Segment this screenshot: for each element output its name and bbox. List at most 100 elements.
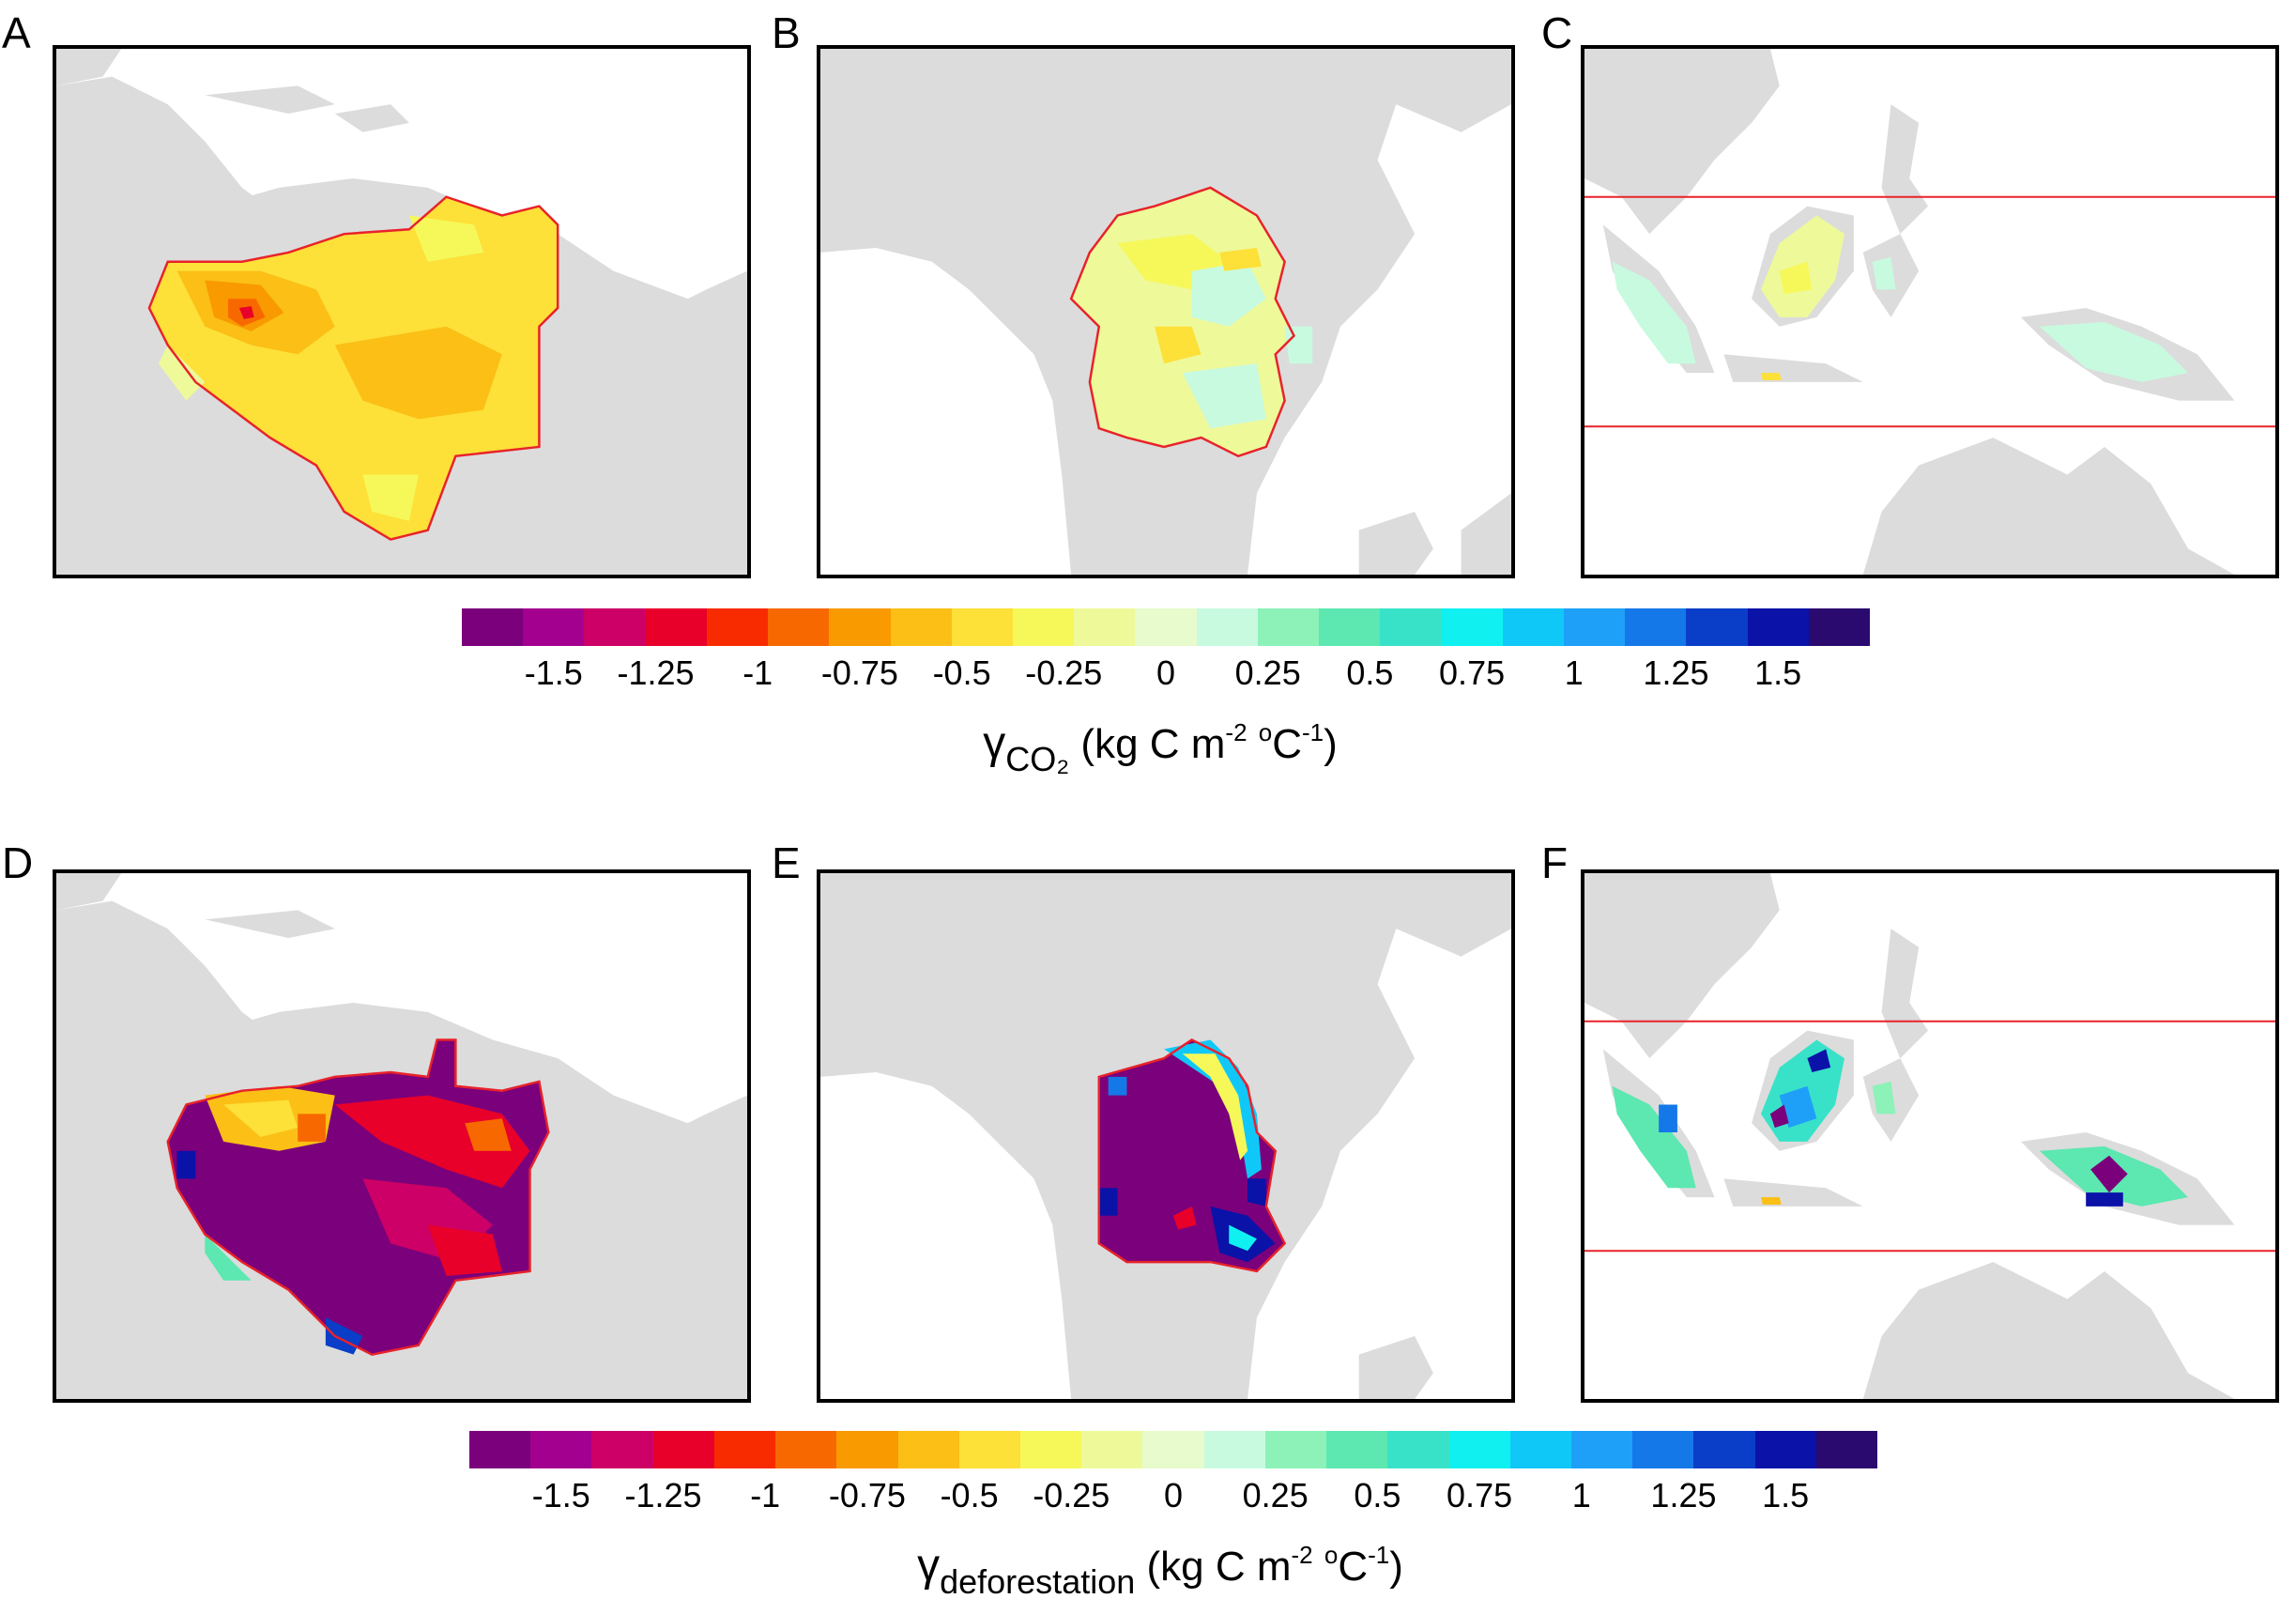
colorbar-swatch — [1502, 608, 1564, 646]
gamma-symbol: γ — [917, 1541, 941, 1591]
colorbar-swatch — [951, 608, 1013, 646]
colorbar-swatch — [1754, 1431, 1816, 1468]
colorbar-swatch — [530, 1431, 592, 1468]
colorbar-swatch — [890, 608, 952, 646]
colorbar-swatch — [1135, 608, 1197, 646]
colorbar-swatch — [591, 1431, 653, 1468]
colorbar-swatch — [1509, 1431, 1571, 1468]
colorbar-swatch — [584, 608, 646, 646]
colorbar-swatch — [1319, 608, 1381, 646]
subscript-deforestation: deforestation — [940, 1562, 1136, 1601]
sea-gamma-field — [1612, 215, 2189, 382]
colorbar-swatch — [1570, 1431, 1633, 1468]
colorbar-tick-label: -0.75 — [820, 653, 898, 692]
colorbar-swatch — [1563, 608, 1626, 646]
colorbar-tick-label: 1.5 — [1762, 1476, 1810, 1514]
colorbar-tick-label: 0.25 — [1234, 653, 1301, 692]
colorbar-swatch — [1074, 608, 1136, 646]
units-space — [1247, 721, 1259, 767]
colorbar-tick-label: 1 — [1571, 1476, 1591, 1514]
colorbar-tick-label: -1.5 — [524, 653, 583, 692]
colorbar-tick-label: -0.5 — [940, 1476, 999, 1514]
colorbar-swatch — [523, 608, 585, 646]
colorbar-swatch — [1257, 608, 1320, 646]
colorbar-swatch — [469, 1431, 531, 1468]
colorbar-swatch — [775, 1431, 837, 1468]
colorbar-swatch — [1815, 1431, 1878, 1468]
colorbar-swatch — [1632, 1431, 1694, 1468]
colorbar-tick-label: 1 — [1564, 653, 1584, 692]
subscript-co2: CO₂ — [1005, 740, 1070, 778]
land-mass — [1584, 49, 2235, 575]
units-exponent: -2 — [1291, 1541, 1313, 1569]
colorbar-swatch — [768, 608, 830, 646]
colorbar-swatch — [1203, 1431, 1265, 1468]
panel-label-f: F — [1541, 838, 1569, 887]
colorbar-tick-label: 1.5 — [1754, 653, 1802, 692]
degree-mark: o — [1258, 718, 1273, 746]
colorbar-top-title: γCO₂ (kg C m-2 oC-1) — [983, 717, 1338, 779]
colorbar-swatch — [958, 1431, 1020, 1468]
colorbar-tick-label: -1 — [750, 1476, 781, 1514]
colorbar-swatch — [1264, 1431, 1327, 1468]
gamma-symbol: γ — [983, 718, 1006, 768]
colorbar-tick-label: 0 — [1163, 1476, 1184, 1514]
colorbar-swatch — [1441, 608, 1503, 646]
colorbar-tick-label: -1.25 — [617, 653, 695, 692]
colorbar-top — [462, 608, 1871, 646]
colorbar-swatch — [652, 1431, 714, 1468]
panel-label-d: D — [2, 838, 34, 887]
colorbar-tick-label: -0.25 — [1025, 653, 1103, 692]
colorbar-swatch — [1686, 608, 1748, 646]
colorbar-tick-label: -1 — [742, 653, 773, 692]
units-space — [1313, 1544, 1324, 1590]
colorbar-swatch — [462, 608, 524, 646]
map-southeast-asia-co2 — [1581, 45, 2279, 578]
congo-gamma-field — [1069, 186, 1313, 458]
colorbar-swatch — [829, 608, 891, 646]
sea-deforestation-field — [1612, 1039, 2189, 1207]
units-exponent: -2 — [1225, 718, 1247, 746]
colorbar-tick-label: 0.5 — [1346, 653, 1394, 692]
colorbar-bottom-title: γdeforestation (kg C m-2 oC-1) — [917, 1540, 1403, 1602]
colorbar-swatch — [1448, 1431, 1510, 1468]
colorbar-tick-label: 1.25 — [1650, 1476, 1717, 1514]
units-celsius: C — [1272, 721, 1303, 767]
colorbar-swatch — [1326, 1431, 1388, 1468]
colorbar-swatch — [713, 1431, 776, 1468]
colorbar-swatch — [1019, 1431, 1082, 1468]
colorbar-bottom — [469, 1431, 1878, 1468]
units-close: ) — [1389, 1544, 1403, 1590]
colorbar-tick-label: -0.75 — [828, 1476, 906, 1514]
colorbar-tick-label: 0 — [1156, 653, 1176, 692]
units-celsius: C — [1338, 1544, 1369, 1590]
colorbar-swatch — [706, 608, 769, 646]
units-exponent: -1 — [1302, 718, 1324, 746]
colorbar-tick-label: -0.25 — [1033, 1476, 1110, 1514]
colorbar-tick-label: -0.5 — [932, 653, 991, 692]
map-congo-deforestation — [817, 869, 1515, 1403]
colorbar-tick-label: -1.25 — [624, 1476, 702, 1514]
colorbar-swatch — [1380, 608, 1442, 646]
colorbar-swatch — [1142, 1431, 1204, 1468]
amazon-gamma-field — [147, 195, 559, 541]
panel-label-e: E — [772, 838, 801, 887]
colorbar-tick-label: 0.5 — [1354, 1476, 1401, 1514]
map-amazon-co2 — [53, 45, 751, 578]
panel-label-a: A — [2, 8, 31, 57]
colorbar-swatch — [1387, 1431, 1449, 1468]
colorbar-swatch — [1081, 1431, 1143, 1468]
colorbar-tick-label: 1.25 — [1643, 653, 1709, 692]
units-close: ) — [1324, 721, 1338, 767]
land-mass — [1584, 873, 2235, 1399]
map-congo-co2 — [817, 45, 1515, 578]
colorbar-swatch — [836, 1431, 898, 1468]
colorbar-swatch — [1625, 608, 1687, 646]
colorbar-tick-label: -1.5 — [531, 1476, 590, 1514]
congo-deforestation-field — [1097, 1038, 1287, 1273]
colorbar-swatch — [1747, 608, 1809, 646]
colorbar-swatch — [897, 1431, 959, 1468]
units-text: (kg C m — [1080, 721, 1226, 767]
colorbar-tick-label: 0.75 — [1446, 1476, 1513, 1514]
units-exponent: -1 — [1368, 1541, 1390, 1569]
